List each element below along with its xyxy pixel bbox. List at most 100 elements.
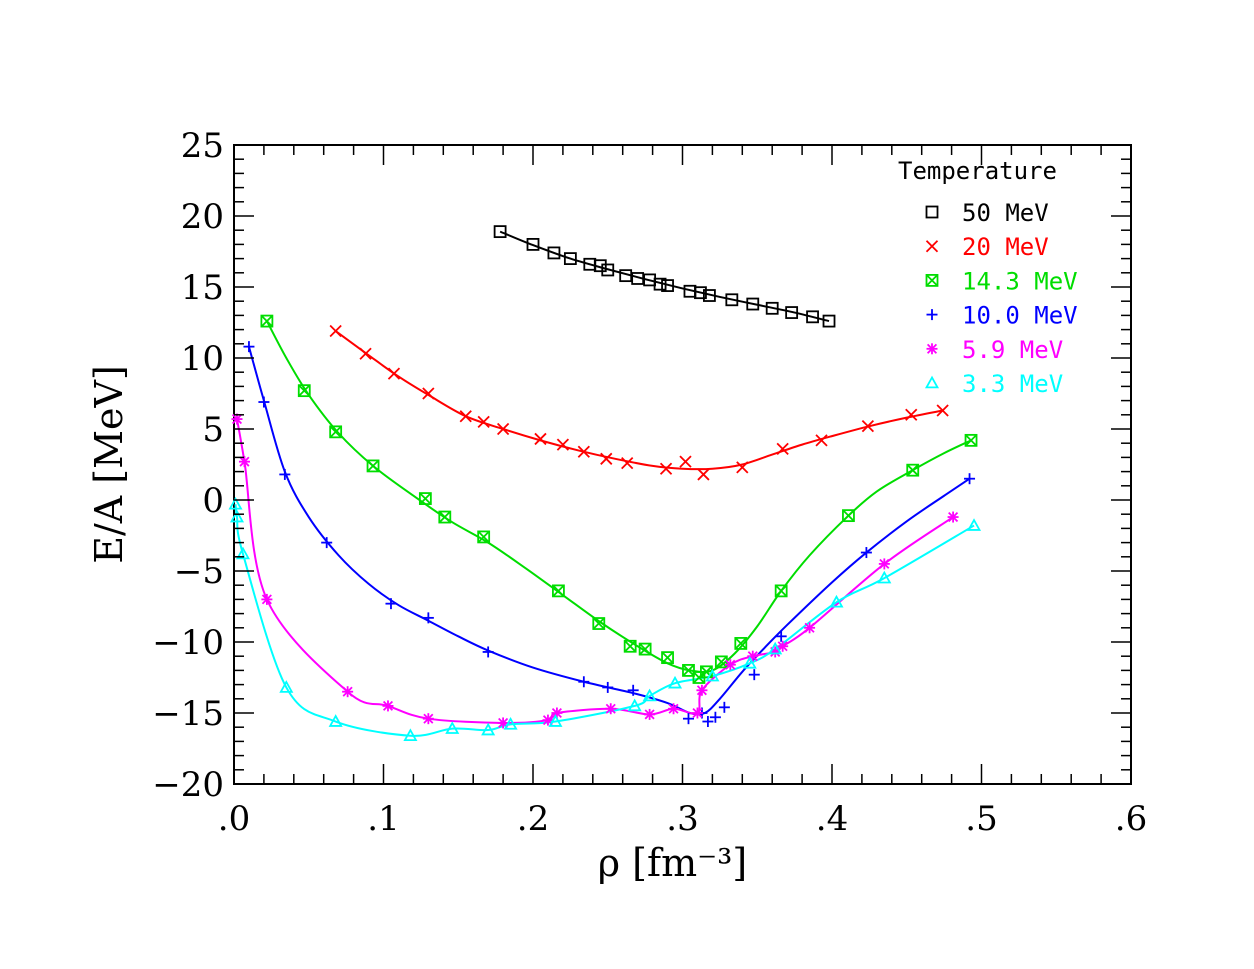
point-5-9-mev — [422, 713, 434, 725]
point-3-3-mev — [829, 594, 844, 608]
y-tick-label: −5 — [174, 552, 224, 592]
point-3-3-mev — [966, 518, 982, 531]
legend-item: 14.3 MeV — [925, 267, 1078, 295]
x-tick-label: .0 — [218, 799, 250, 839]
point-5-9-mev — [605, 703, 617, 715]
point-5-9-mev — [644, 708, 656, 720]
point-5-9-mev — [947, 511, 959, 523]
point-20-mev — [329, 324, 342, 338]
legend-marker — [925, 240, 939, 253]
y-tick-label: −10 — [152, 623, 224, 663]
point-14-3-mev — [964, 433, 978, 447]
point-20-mev — [387, 367, 401, 380]
point-10-0-mev — [578, 676, 590, 688]
curve-14-3-mev — [266, 320, 972, 673]
point-20-mev — [679, 455, 692, 468]
series-markers — [228, 225, 982, 742]
legend-marker — [926, 309, 938, 321]
point-10-0-mev — [775, 630, 787, 642]
point-14-3-mev — [682, 664, 695, 677]
point-5-9-mev — [668, 703, 680, 715]
point-20-mev — [621, 456, 634, 470]
point-14-3-mev — [842, 509, 855, 523]
point-3-3-mev — [742, 655, 757, 669]
legend-label: 50 MeV — [962, 199, 1049, 227]
point-5-9-mev — [551, 707, 563, 719]
point-10-0-mev — [243, 341, 255, 353]
legend-marker — [924, 375, 940, 389]
x-tick-label: .6 — [1115, 799, 1147, 839]
point-10-0-mev — [627, 684, 639, 696]
legend-item: 20 MeV — [925, 233, 1049, 261]
x-tick-label: .1 — [367, 799, 399, 839]
point-20-mev — [359, 347, 372, 360]
point-50-mev — [765, 301, 779, 315]
point-20-mev — [534, 432, 547, 446]
legend-label: 3.3 MeV — [962, 370, 1063, 398]
point-3-3-mev — [627, 698, 642, 712]
point-10-0-mev — [718, 701, 730, 713]
point-20-mev — [600, 452, 613, 465]
point-14-3-mev — [661, 651, 674, 665]
point-10-0-mev — [709, 711, 721, 723]
legend-label: 14.3 MeV — [962, 267, 1078, 295]
legend-label: 10.0 MeV — [962, 302, 1078, 330]
point-14-3-mev — [906, 463, 920, 477]
point-3-3-mev — [228, 496, 243, 510]
point-50-mev — [822, 314, 836, 328]
point-3-3-mev — [503, 717, 518, 730]
point-3-3-mev — [642, 688, 657, 702]
point-10-0-mev — [748, 669, 760, 681]
point-50-mev — [547, 246, 561, 260]
point-14-3-mev — [297, 384, 311, 398]
point-5-9-mev — [238, 456, 250, 468]
point-14-3-mev — [638, 642, 652, 656]
point-10-0-mev — [964, 473, 976, 485]
point-50-mev — [563, 252, 577, 266]
point-3-3-mev — [279, 680, 294, 693]
point-20-mev — [659, 462, 673, 475]
point-20-mev — [422, 387, 435, 400]
y-tick-label: 25 — [181, 126, 224, 166]
point-3-3-mev — [445, 721, 460, 734]
point-14-3-mev — [552, 584, 565, 598]
point-3-3-mev — [877, 570, 892, 584]
curve-20-mev — [335, 330, 943, 471]
point-14-3-mev — [623, 639, 637, 653]
legend-title: Temperature — [898, 157, 1057, 185]
point-5-9-mev — [777, 640, 789, 652]
point-3-3-mev — [548, 714, 563, 727]
point-3-3-mev — [328, 714, 343, 727]
point-20-mev — [861, 420, 875, 433]
legend-item: 5.9 MeV — [926, 336, 1063, 364]
point-20-mev — [936, 404, 949, 417]
point-5-9-mev — [696, 684, 708, 696]
point-50-mev — [619, 269, 633, 283]
point-5-9-mev — [342, 686, 354, 698]
point-14-3-mev — [438, 510, 452, 524]
point-20-mev — [459, 410, 472, 423]
point-5-9-mev — [691, 707, 703, 719]
point-20-mev — [477, 415, 490, 429]
point-50-mev — [493, 225, 507, 239]
point-3-3-mev — [481, 722, 496, 736]
point-14-3-mev — [418, 492, 432, 505]
point-20-mev — [496, 422, 510, 436]
point-14-3-mev — [774, 584, 788, 598]
x-tick-label: .3 — [666, 799, 698, 839]
legend-label: 5.9 MeV — [962, 336, 1063, 364]
point-10-0-mev — [422, 612, 434, 624]
point-50-mev — [746, 297, 760, 311]
point-50-mev — [631, 272, 645, 285]
point-20-mev — [736, 461, 749, 474]
legend-item: 10.0 MeV — [926, 302, 1078, 330]
point-5-9-mev — [261, 593, 273, 605]
y-tick-label: 15 — [181, 268, 224, 308]
point-10-0-mev — [860, 547, 872, 559]
point-14-3-mev — [734, 637, 748, 650]
point-20-mev — [556, 438, 570, 451]
point-3-3-mev — [705, 668, 720, 682]
point-10-0-mev — [602, 681, 614, 693]
point-20-mev — [905, 408, 918, 421]
point-50-mev — [593, 259, 607, 273]
